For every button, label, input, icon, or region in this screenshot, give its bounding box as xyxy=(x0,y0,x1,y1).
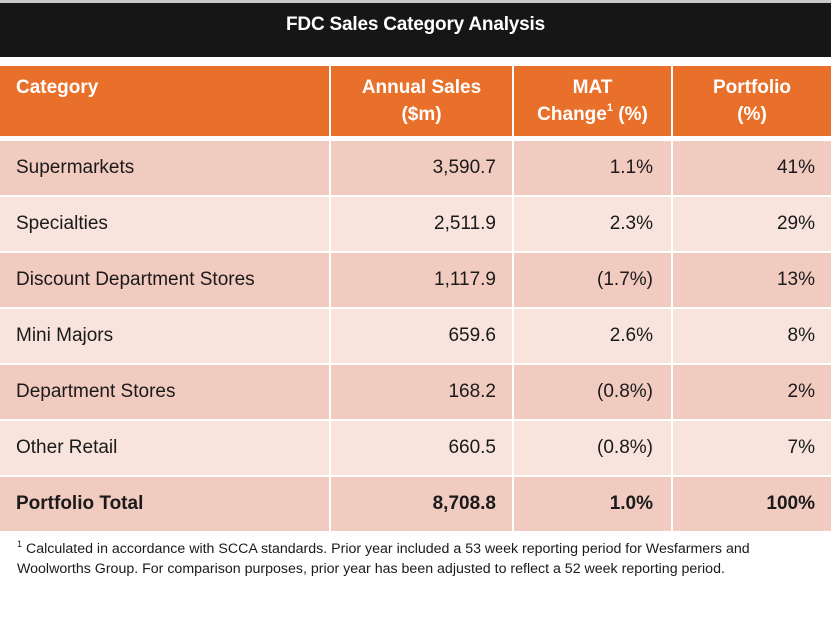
header-mat-change: MAT Change1 (%) xyxy=(514,66,673,136)
header-portfolio-line2: (%) xyxy=(737,104,767,125)
cell-portfolio: 29% xyxy=(673,195,831,251)
table-row: Department Stores 168.2 (0.8%) 2% xyxy=(0,363,831,419)
cell-portfolio: 7% xyxy=(673,419,831,475)
cell-portfolio: 2% xyxy=(673,363,831,419)
cell-annual-sales: 659.6 xyxy=(331,307,514,363)
cell-mat-change: 2.6% xyxy=(514,307,673,363)
cell-mat-change: 1.1% xyxy=(514,136,673,195)
cell-category: Discount Department Stores xyxy=(0,251,331,307)
cell-annual-sales: 660.5 xyxy=(331,419,514,475)
cell-portfolio: 13% xyxy=(673,251,831,307)
cell-category: Mini Majors xyxy=(0,307,331,363)
cell-category: Supermarkets xyxy=(0,136,331,195)
cell-annual-sales: 1,117.9 xyxy=(331,251,514,307)
table-row: Supermarkets 3,590.7 1.1% 41% xyxy=(0,136,831,195)
table-row: Other Retail 660.5 (0.8%) 7% xyxy=(0,419,831,475)
header-mat-change-label: Change xyxy=(537,104,607,125)
cell-category: Department Stores xyxy=(0,363,331,419)
header-annual-sales-line2: ($m) xyxy=(401,104,442,125)
header-category-label: Category xyxy=(16,77,99,98)
footnote-marker: 1 xyxy=(17,539,23,549)
cell-total-category: Portfolio Total xyxy=(0,475,331,531)
header-mat-line1: MAT xyxy=(572,77,613,98)
sales-category-table: Category Annual Sales ($m) MAT Change1 (… xyxy=(0,66,831,531)
cell-mat-change: (0.8%) xyxy=(514,363,673,419)
cell-category: Other Retail xyxy=(0,419,331,475)
cell-annual-sales: 3,590.7 xyxy=(331,136,514,195)
cell-category: Specialties xyxy=(0,195,331,251)
table-total-row: Portfolio Total 8,708.8 1.0% 100% xyxy=(0,475,831,531)
footnote-marker-header: 1 xyxy=(606,102,613,114)
header-portfolio-line1: Portfolio xyxy=(712,77,792,98)
header-mat-unit: (%) xyxy=(612,104,648,125)
table-header-row: Category Annual Sales ($m) MAT Change1 (… xyxy=(0,66,831,136)
table-row: Discount Department Stores 1,117.9 (1.7%… xyxy=(0,251,831,307)
cell-total-portfolio: 100% xyxy=(673,475,831,531)
cell-mat-change: (0.8%) xyxy=(514,419,673,475)
cell-mat-change: 2.3% xyxy=(514,195,673,251)
cell-annual-sales: 2,511.9 xyxy=(331,195,514,251)
header-portfolio: Portfolio (%) xyxy=(673,66,831,136)
cell-portfolio: 41% xyxy=(673,136,831,195)
table-row: Mini Majors 659.6 2.6% 8% xyxy=(0,307,831,363)
table-row: Specialties 2,511.9 2.3% 29% xyxy=(0,195,831,251)
cell-mat-change: (1.7%) xyxy=(514,251,673,307)
header-annual-sales: Annual Sales ($m) xyxy=(331,66,514,136)
header-annual-sales-line1: Annual Sales xyxy=(361,77,482,98)
cell-portfolio: 8% xyxy=(673,307,831,363)
footnote-text: Calculated in accordance with SCCA stand… xyxy=(17,541,750,577)
page-title: FDC Sales Category Analysis xyxy=(286,14,545,35)
header-category: Category xyxy=(0,66,331,136)
cell-annual-sales: 168.2 xyxy=(331,363,514,419)
title-bar: FDC Sales Category Analysis xyxy=(0,0,831,57)
footnote: 1 Calculated in accordance with SCCA sta… xyxy=(17,540,817,579)
cell-total-mat-change: 1.0% xyxy=(514,475,673,531)
cell-total-annual-sales: 8,708.8 xyxy=(331,475,514,531)
